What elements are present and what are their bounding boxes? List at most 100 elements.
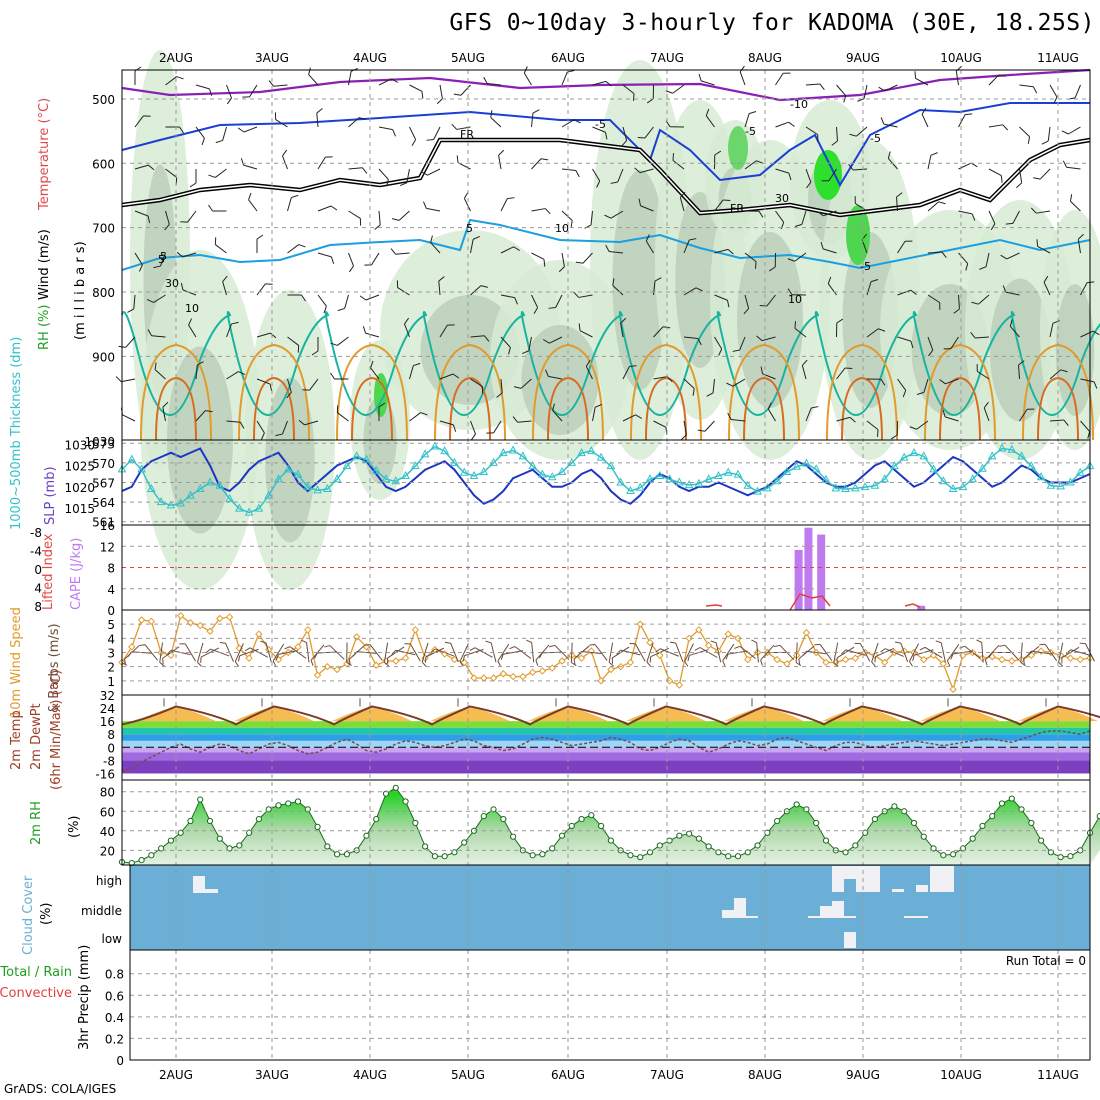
barb-shaft <box>395 252 410 255</box>
barb-flag <box>205 648 211 654</box>
barb-shaft <box>579 330 593 338</box>
upper-wind-barb <box>680 420 687 441</box>
wind10-barb <box>509 646 532 659</box>
upper-wind-barb <box>988 210 996 231</box>
rh-point <box>441 853 448 860</box>
barb-flag <box>316 108 323 114</box>
barb-flag <box>965 113 973 116</box>
wind10-point <box>411 626 420 634</box>
ylabel-li: Lifted Index <box>41 533 56 610</box>
barb-flag <box>635 414 643 419</box>
cloud-block <box>193 889 218 893</box>
upper-wind-barb <box>531 208 551 215</box>
barb-shaft <box>215 168 227 178</box>
upper-wind-barb <box>909 420 929 430</box>
rh-point <box>226 845 233 852</box>
y-tick-label: 20 <box>100 844 115 858</box>
barb-shaft <box>866 328 879 338</box>
thickness-point <box>440 446 450 455</box>
wind10-point <box>744 655 752 664</box>
thickness-point <box>987 451 997 460</box>
wind10-point <box>401 654 410 662</box>
barb-shaft <box>430 242 441 254</box>
x-tick-label-bottom: 6AUG <box>551 1068 585 1082</box>
rh-point <box>1028 819 1035 827</box>
barb-shaft <box>983 407 990 422</box>
upper-wind-barb <box>1080 378 1098 389</box>
rh-point <box>158 845 165 852</box>
barb-flag <box>497 660 501 667</box>
y-tick-label: 80 <box>100 786 115 800</box>
barb-shaft <box>985 252 990 267</box>
barb-flag <box>680 434 687 441</box>
wind10-barb <box>159 642 165 667</box>
upper-wind-barb <box>436 84 443 105</box>
barb-flag <box>988 652 993 658</box>
thickness-point <box>1056 481 1066 490</box>
thickness-point <box>577 448 586 457</box>
wind10-barb <box>500 650 524 660</box>
barb-shaft <box>460 84 471 96</box>
temp-line <box>121 705 1100 726</box>
barb-flag <box>359 218 362 226</box>
upper-wind-barb <box>256 420 265 440</box>
rh-point <box>666 837 673 844</box>
rh-point <box>1008 795 1015 802</box>
contour-label: 10 <box>185 302 199 315</box>
rh-point <box>246 829 253 836</box>
barb-shaft <box>739 71 746 86</box>
wind10-barb <box>139 644 159 661</box>
barb-flag <box>552 403 555 411</box>
x-tick-label-top: 8AUG <box>748 51 782 65</box>
rh-shade-green <box>846 205 870 265</box>
barb-flag <box>411 139 417 147</box>
upper-wind-barb <box>146 294 166 303</box>
rh-point <box>695 835 702 842</box>
upper-wind-barb <box>971 294 990 305</box>
slp-tick-label: 1025 <box>64 460 95 474</box>
barb-flag <box>526 639 532 644</box>
y-tick-label: 561 <box>92 516 115 530</box>
barb-shaft <box>672 159 685 170</box>
barb-shaft <box>304 420 319 426</box>
barb-flag <box>935 640 942 644</box>
barb-shaft <box>634 643 646 662</box>
wind10-barb <box>421 642 429 667</box>
barb-shaft <box>222 126 227 141</box>
upper-wind-barb <box>463 191 471 212</box>
wind10-point <box>1066 654 1075 662</box>
y-tick-label: 800 <box>92 286 115 300</box>
ylabel-precip: 3hr Precip (mm) <box>77 945 92 1050</box>
barb-flag <box>197 661 202 667</box>
barb-flag <box>548 306 556 309</box>
wind10-barb <box>485 640 497 663</box>
cloud-block <box>930 866 954 892</box>
barb-flag <box>121 662 128 666</box>
upper-wind-barb <box>739 65 746 86</box>
barb-shaft <box>805 83 821 86</box>
rh-point <box>177 829 184 836</box>
ylabel-dew: 2m DewPt <box>29 703 44 770</box>
barb-flag <box>374 224 381 230</box>
wind10-barb <box>608 642 614 667</box>
barb-flag <box>496 392 503 398</box>
barb-shaft <box>561 71 568 86</box>
x-tick-label-top: 11AUG <box>1037 51 1079 65</box>
barb-flag <box>1027 408 1035 410</box>
wind10-barb <box>205 648 230 657</box>
wind10-barb <box>946 644 960 667</box>
upper-wind-barb <box>1005 210 1020 225</box>
upper-wind-barb <box>849 126 868 137</box>
barb-shaft <box>766 294 776 307</box>
rh-point <box>607 837 614 844</box>
upper-wind-barb <box>983 401 990 422</box>
barb-shaft <box>370 367 380 380</box>
barb-flag <box>649 656 652 663</box>
barb-flag <box>573 119 581 124</box>
barb-flag <box>274 112 277 120</box>
barb-shaft <box>154 369 166 380</box>
rh-point <box>686 830 693 837</box>
wind10-point <box>216 614 224 623</box>
cloud-block <box>746 916 758 918</box>
upper-wind-barb <box>584 210 593 229</box>
